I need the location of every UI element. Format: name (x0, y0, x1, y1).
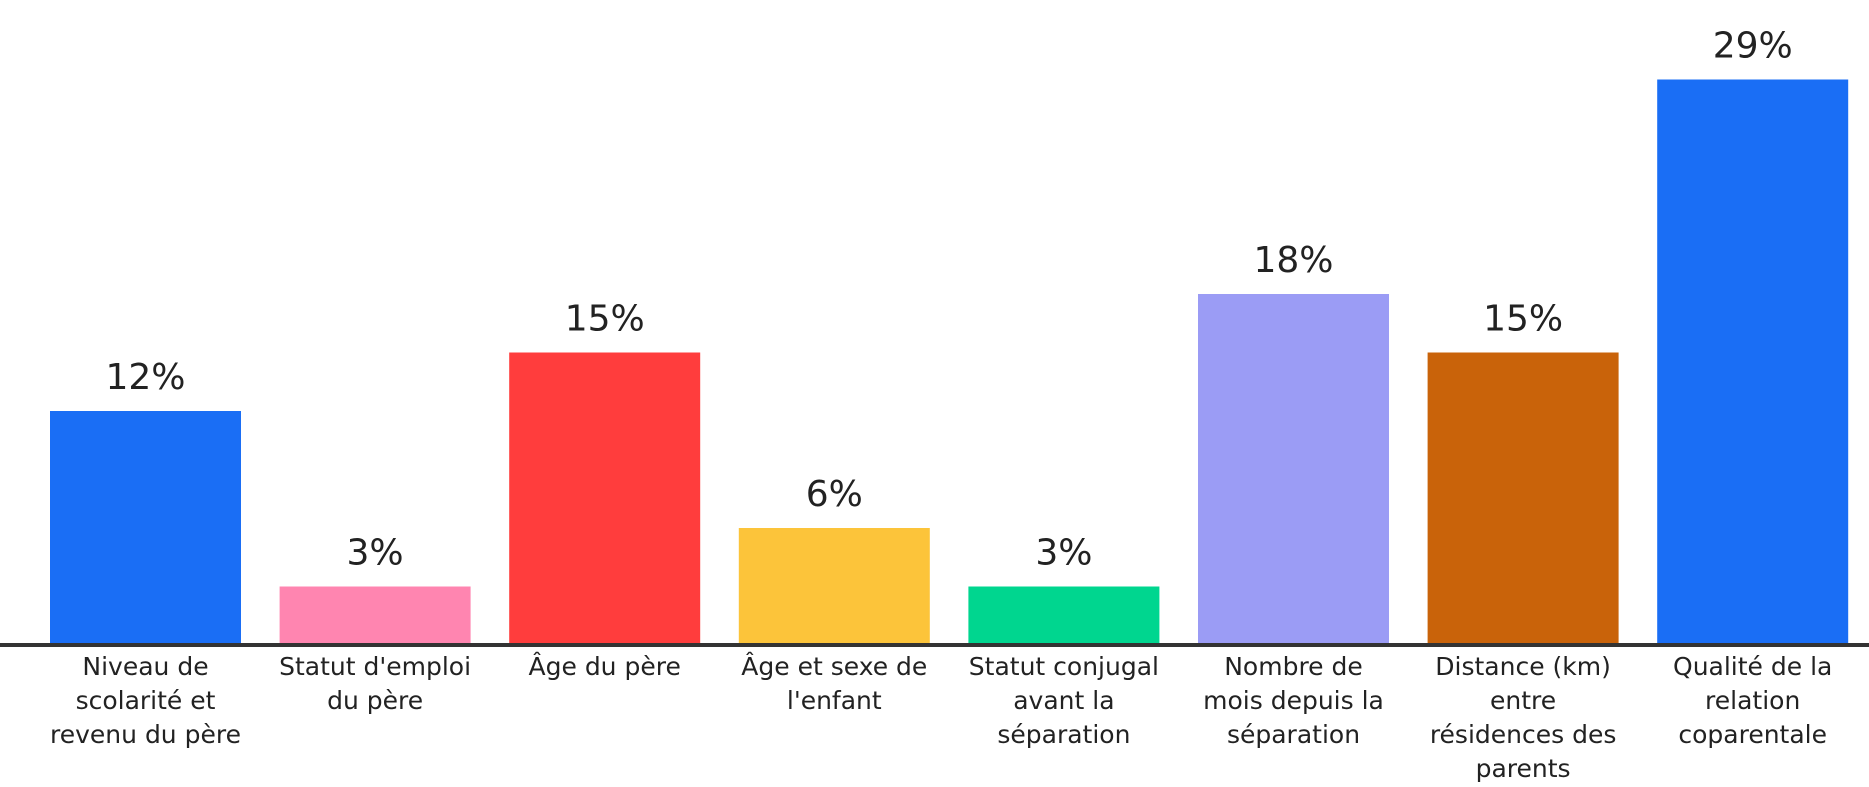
x-tick-label: Statut d'emploi du père (279, 652, 472, 715)
value-label: 15% (1483, 299, 1563, 340)
value-label: 3% (1035, 533, 1092, 574)
x-tick-label: Qualité de la relation coparentale (1673, 652, 1833, 749)
x-tick-label: Distance (km) entre résidences des paren… (1429, 652, 1617, 783)
value-label: 15% (565, 299, 645, 340)
bar (50, 411, 241, 645)
bar (968, 586, 1160, 645)
value-label: 3% (347, 533, 404, 574)
bar (1657, 79, 1849, 645)
value-label: 12% (105, 357, 185, 398)
bar (738, 528, 930, 645)
bar (509, 352, 701, 645)
bar (279, 586, 471, 645)
x-tick-label: Niveau de scolarité et revenu du père (50, 652, 241, 749)
bar (1427, 352, 1619, 645)
bar (1198, 294, 1389, 645)
value-label: 29% (1713, 26, 1793, 67)
x-tick-label: Âge et sexe de l'enfant (741, 652, 928, 715)
value-label: 18% (1253, 240, 1333, 281)
value-label: 6% (806, 474, 863, 515)
x-tick-label: Âge du père (528, 652, 681, 681)
x-tick-label: Nombre de mois depuis la séparation (1203, 652, 1384, 749)
x-tick-label: Statut conjugal avant la séparation (968, 652, 1159, 749)
